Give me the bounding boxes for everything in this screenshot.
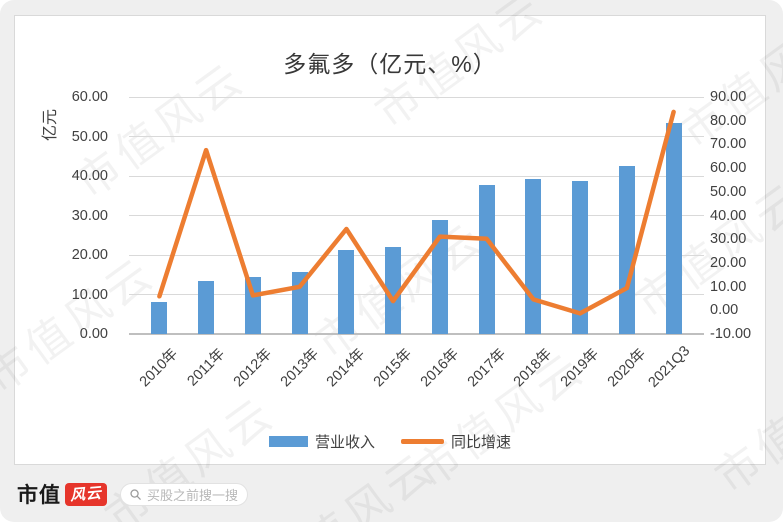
left-axis-tick-label: 50.00	[71, 128, 108, 145]
right-axis-tick-label: 10.00	[710, 278, 747, 295]
growth-line-series	[157, 109, 676, 316]
revenue-bar	[665, 123, 682, 334]
revenue-bar	[244, 277, 261, 334]
right-axis-tick-label: 50.00	[710, 183, 747, 200]
revenue-bar	[572, 180, 589, 334]
chart: 多氟多（亿元、%） 亿元 0.00 10.00 20.00 30.00 40.00 50.…	[14, 15, 766, 465]
brand-badge-text: 风云	[69, 484, 103, 504]
revenue-bar	[338, 250, 355, 334]
revenue-bar	[478, 185, 495, 334]
brand-logo-text[interactable]: 市值	[17, 484, 61, 507]
right-axis-tick-label: 90.00	[710, 89, 747, 105]
revenue-bar	[431, 219, 448, 334]
left-axis-tick-label: 20.00	[71, 247, 108, 263]
left-axis-tick-label: 60.00	[71, 89, 108, 105]
gridline	[129, 96, 704, 98]
gridline	[129, 215, 704, 216]
revenue-bar	[198, 280, 215, 334]
brand-logo-badge[interactable]: 风云	[65, 482, 107, 506]
gridline	[129, 254, 704, 256]
gridline	[129, 175, 704, 177]
gridline	[129, 294, 704, 295]
search-placeholder: 买股之前搜一搜	[146, 487, 238, 503]
x-axis-line	[129, 333, 704, 335]
right-axis-tick-label: 60.00	[710, 160, 747, 177]
right-axis-tick-label: 40.00	[710, 207, 747, 224]
legend: 营业收入 同比增速	[14, 431, 766, 452]
gridline	[129, 136, 704, 137]
legend-item-revenue: 营业收入	[268, 431, 375, 452]
chart-title: 多氟多（亿元、%）	[283, 51, 497, 77]
revenue-bar-swatch	[268, 436, 308, 447]
growth-line-swatch	[401, 439, 444, 444]
footer-bar: 市值 风云 买股之前搜一搜	[0, 466, 783, 522]
right-axis-tick-label: -10.00	[710, 326, 752, 342]
legend-item-growth: 同比增速	[401, 431, 511, 452]
search-input[interactable]: 买股之前搜一搜	[120, 482, 248, 506]
left-axis-tick-label: 40.00	[71, 168, 108, 184]
right-axis-tick-label: 0.00	[710, 302, 739, 319]
right-axis-tick-label: 70.00	[710, 136, 747, 153]
left-axis-tick-label: 30.00	[71, 207, 108, 224]
revenue-bar	[385, 247, 402, 334]
right-axis-tick-label: 80.00	[710, 112, 747, 129]
left-axis-tick-label: 0.00	[79, 326, 108, 342]
right-axis-tick-label: 30.00	[710, 231, 747, 248]
left-axis-tick-label: 10.00	[71, 286, 108, 303]
legend-label-revenue: 营业收入	[314, 434, 375, 451]
right-axis-tick-label: 20.00	[710, 254, 747, 271]
revenue-bar	[151, 302, 168, 334]
legend-label-growth: 同比增速	[451, 434, 512, 451]
search-icon	[130, 488, 141, 500]
